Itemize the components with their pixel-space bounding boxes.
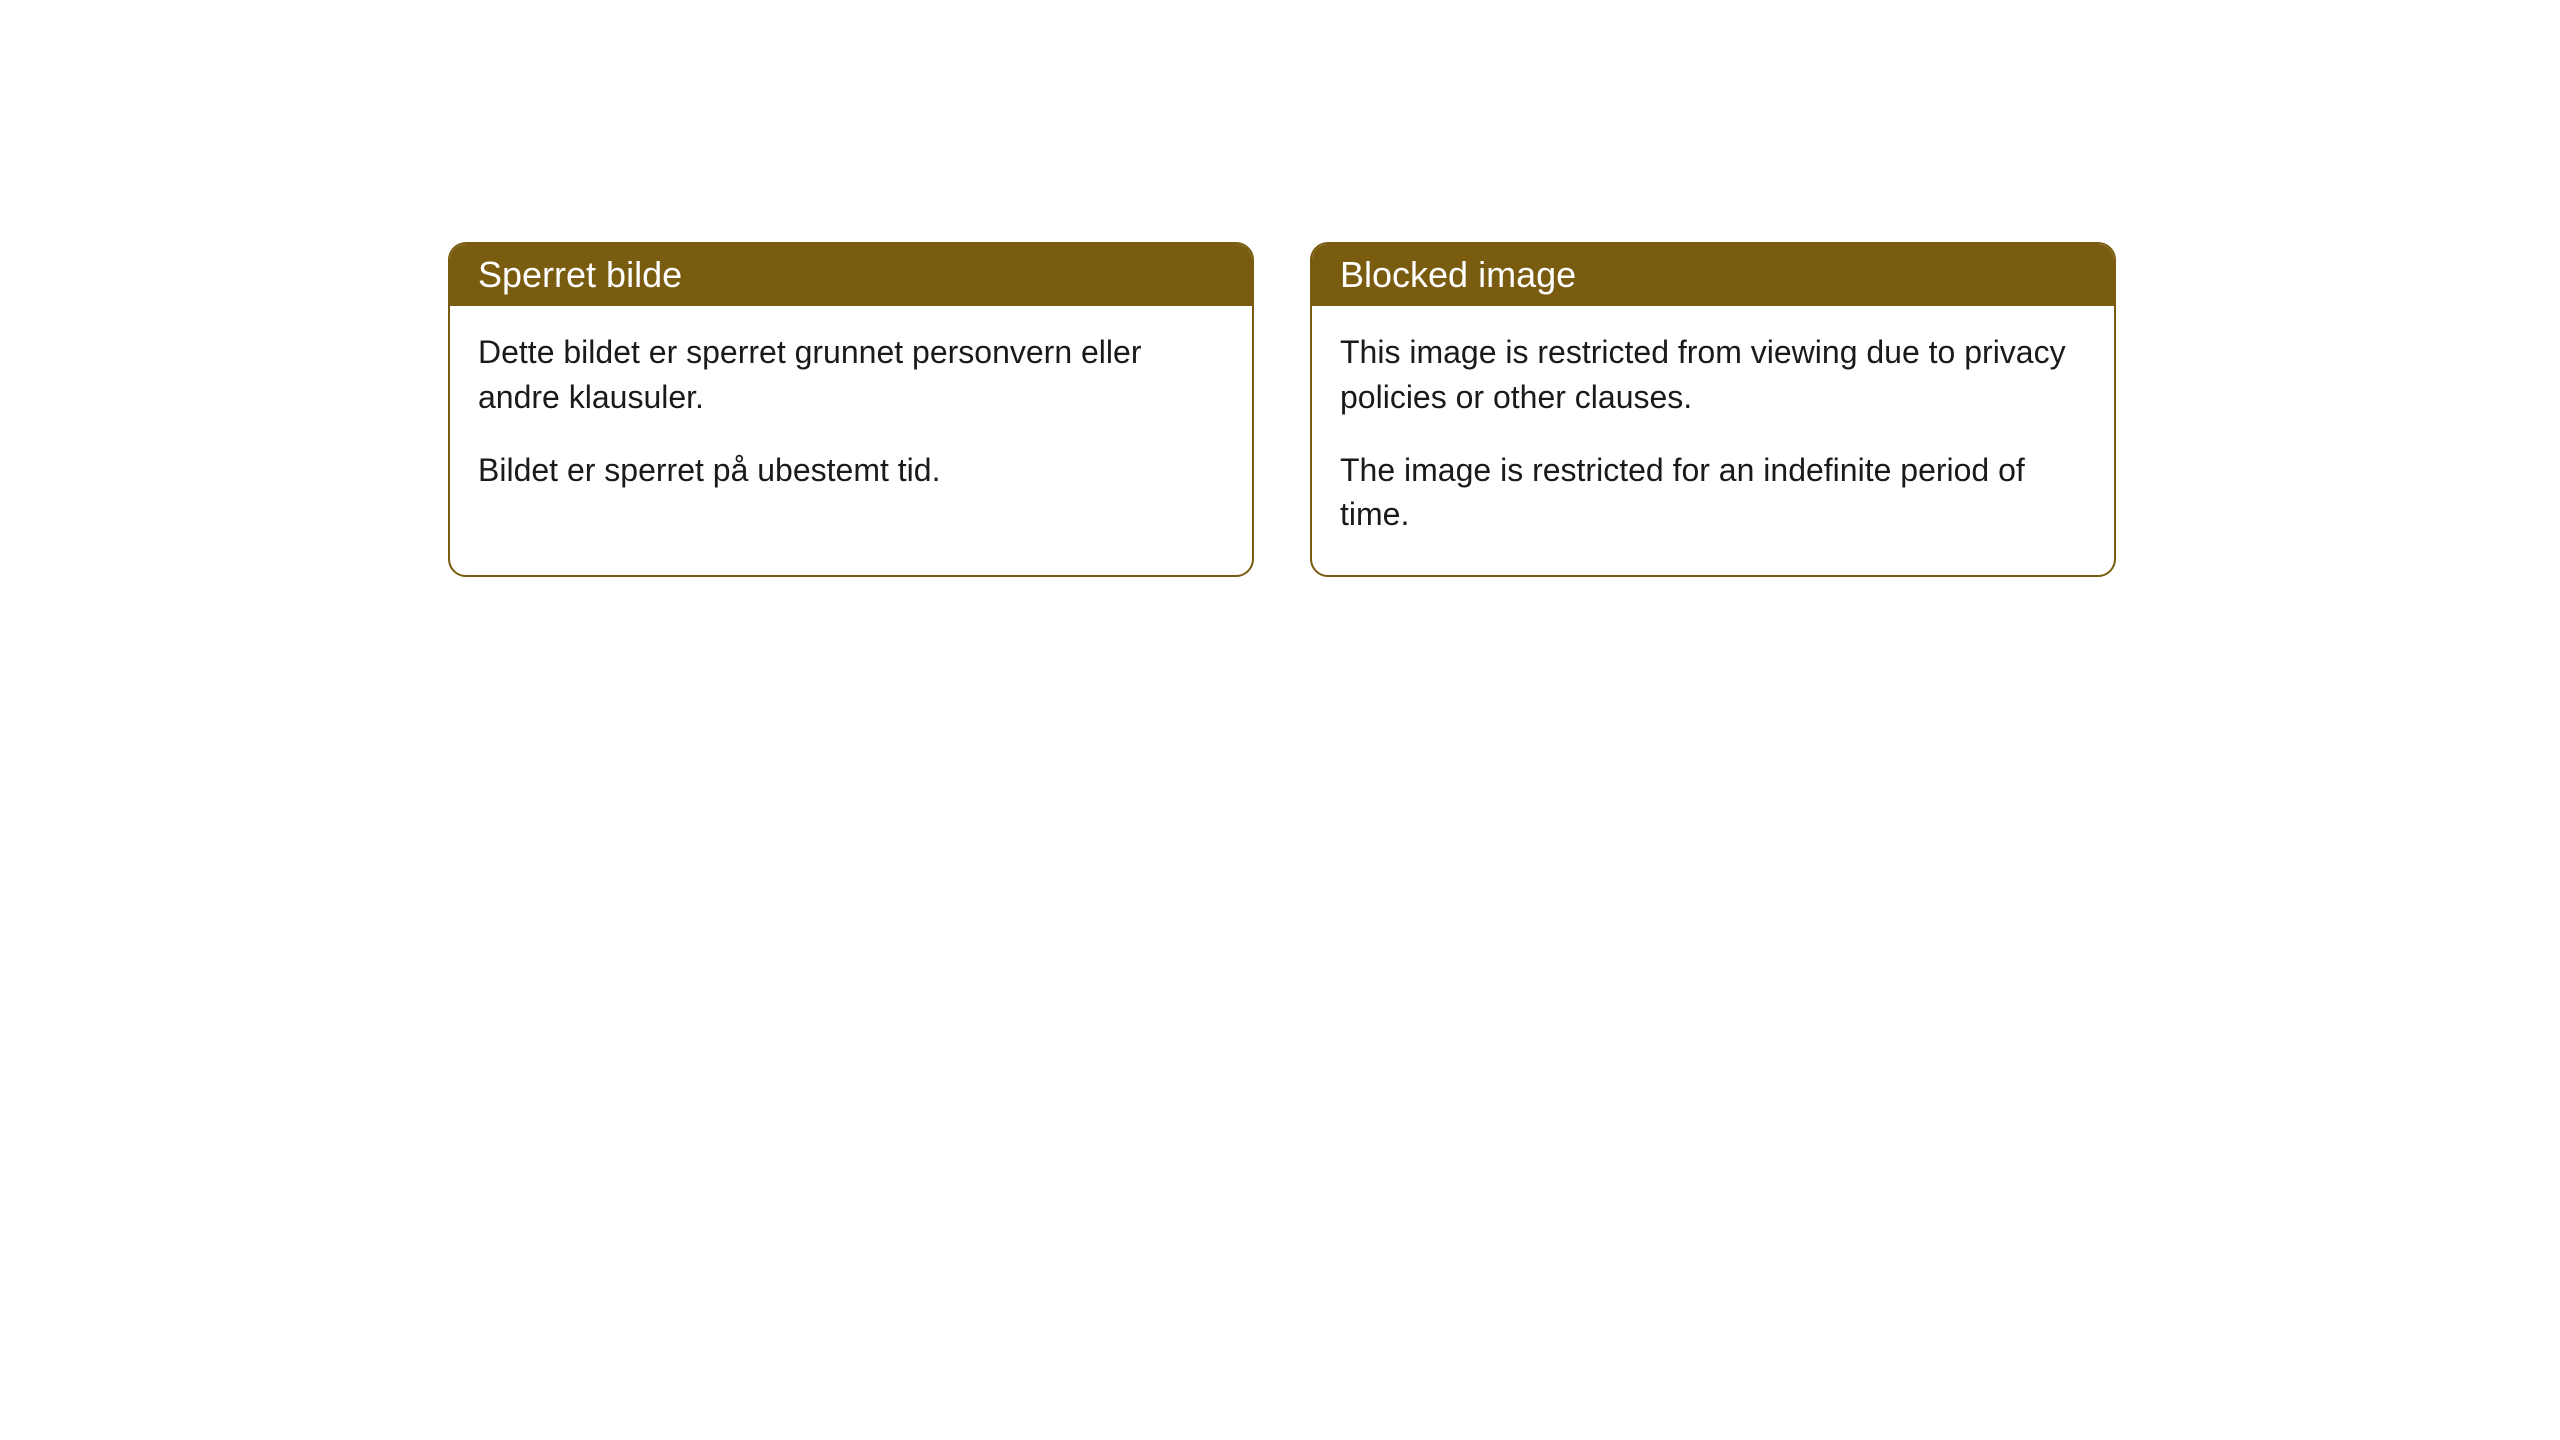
card-body-norwegian: Dette bildet er sperret grunnet personve… <box>450 306 1252 530</box>
card-paragraph-english-1: This image is restricted from viewing du… <box>1340 330 2086 420</box>
card-header-norwegian: Sperret bilde <box>450 244 1252 306</box>
card-body-english: This image is restricted from viewing du… <box>1312 306 2114 575</box>
card-paragraph-norwegian-1: Dette bildet er sperret grunnet personve… <box>478 330 1224 420</box>
card-paragraph-norwegian-2: Bildet er sperret på ubestemt tid. <box>478 448 1224 493</box>
card-header-english: Blocked image <box>1312 244 2114 306</box>
card-title-english: Blocked image <box>1340 254 1576 295</box>
card-title-norwegian: Sperret bilde <box>478 254 682 295</box>
cards-container: Sperret bilde Dette bildet er sperret gr… <box>0 0 2560 577</box>
card-paragraph-english-2: The image is restricted for an indefinit… <box>1340 448 2086 538</box>
blocked-image-card-norwegian: Sperret bilde Dette bildet er sperret gr… <box>448 242 1254 577</box>
blocked-image-card-english: Blocked image This image is restricted f… <box>1310 242 2116 577</box>
